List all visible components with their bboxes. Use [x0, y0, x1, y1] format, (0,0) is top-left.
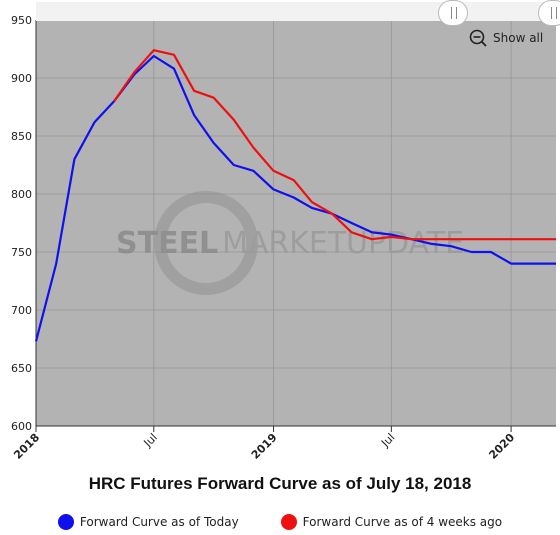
- y-tick-label: 850: [11, 130, 32, 143]
- show-all-label: Show all: [493, 31, 544, 45]
- show-all-button[interactable]: Show all: [469, 29, 543, 47]
- navigator-track[interactable]: [36, 2, 556, 21]
- legend-item-today[interactable]: Forward Curve as of Today: [57, 514, 239, 530]
- y-tick-label: 750: [11, 246, 32, 259]
- series-line-1[interactable]: [113, 49, 556, 241]
- y-tick-label: 650: [11, 362, 32, 375]
- navigator-left-handle[interactable]: [438, 0, 468, 26]
- navigator-right-handle[interactable]: [538, 0, 560, 26]
- watermark-word-1: STEEL: [116, 226, 218, 261]
- legend-label-4-weeks-ago: Forward Curve as of 4 weeks ago: [302, 515, 503, 529]
- legend-label-today: Forward Curve as of Today: [79, 515, 239, 529]
- zoom-out-icon: [469, 29, 487, 47]
- legend-item-4-weeks-ago[interactable]: Forward Curve as of 4 weeks ago: [280, 514, 503, 530]
- x-tick-label: 2020: [486, 431, 517, 462]
- watermark-word-3: UPDATE: [346, 226, 464, 261]
- legend-marker-4-weeks-ago: [280, 514, 297, 530]
- chart-title: HRC Futures Forward Curve as of July 18,…: [88, 474, 472, 493]
- y-tick-label: 800: [11, 188, 32, 201]
- x-tick-label: 2019: [249, 431, 280, 462]
- y-tick-label: 950: [11, 14, 32, 27]
- legend: Forward Curve as of Today Forward Curve …: [0, 514, 560, 530]
- x-tick-label: Jul: [141, 431, 160, 450]
- chart-svg: STEEL MARKET UPDATE 600 650 700 750 800 850 90…: [11, 14, 556, 462]
- series-layer: [34, 49, 556, 342]
- y-tick-label: 900: [11, 72, 32, 85]
- y-tick-label: 700: [11, 304, 32, 317]
- x-tick-label: 2018: [11, 431, 42, 462]
- plot-area[interactable]: [36, 20, 556, 426]
- y-tick-label: 600: [11, 420, 32, 433]
- legend-marker-today: [57, 514, 74, 530]
- watermark-word-2: MARKET: [222, 226, 347, 261]
- watermark-logo: STEEL MARKET UPDATE: [116, 191, 464, 295]
- grid-lines: [35, 19, 556, 427]
- x-tick-label: Jul: [378, 431, 397, 450]
